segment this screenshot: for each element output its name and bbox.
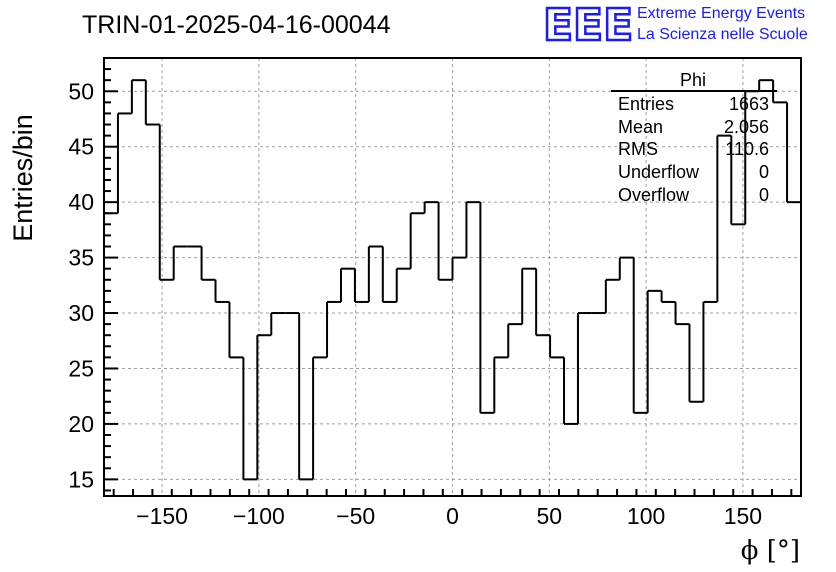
logo-line-1: Extreme Energy Events xyxy=(637,5,805,22)
chart-title: TRIN-01-2025-04-16-00044 xyxy=(82,11,391,39)
axis-ticks xyxy=(104,68,793,496)
y-axis-label: Entries/bin xyxy=(8,114,38,242)
logo-line-2: La Scienza nelle Scuole xyxy=(637,26,808,43)
x-tick-label: 100 xyxy=(627,503,665,529)
grid xyxy=(104,58,801,496)
stats-value-overflow: 0 xyxy=(759,185,769,205)
stats-label-underflow: Underflow xyxy=(618,162,700,182)
x-tick-label: 150 xyxy=(724,503,762,529)
plot-frame xyxy=(103,57,802,497)
eee-logo: EEE Extreme Energy Events La Scienza nel… xyxy=(542,0,808,52)
x-tick-label: 0 xyxy=(446,503,459,529)
y-tick-label: 15 xyxy=(68,466,94,492)
y-tick-label: 30 xyxy=(68,300,94,326)
x-tick-label: −100 xyxy=(233,503,285,529)
y-tick-label: 50 xyxy=(68,78,94,104)
stats-title: Phi xyxy=(680,70,706,90)
axis-tick-labels: −150 −100 −50 0 50 100 150 15 20 25 30 35 40 45 50 xyxy=(68,78,762,529)
x-tick-label: −150 xyxy=(136,503,188,529)
stats-label-rms: RMS xyxy=(618,139,658,159)
x-tick-label: 50 xyxy=(537,503,563,529)
y-tick-label: 40 xyxy=(68,189,94,215)
y-tick-label: 35 xyxy=(68,245,94,271)
x-tick-label: −50 xyxy=(336,503,375,529)
y-tick-label: 25 xyxy=(68,355,94,381)
stats-value-mean: 2.056 xyxy=(724,117,769,137)
stats-value-underflow: 0 xyxy=(759,162,769,182)
stats-box: Phi Entries 1663 Mean 2.056 RMS 110.6 Un… xyxy=(611,70,777,205)
stats-label-entries: Entries xyxy=(618,94,674,114)
stats-value-entries: 1663 xyxy=(729,94,769,114)
y-tick-label: 45 xyxy=(68,134,94,160)
x-axis-label: ϕ [°] xyxy=(741,536,800,566)
stats-label-mean: Mean xyxy=(618,117,663,137)
stats-value-rms: 110.6 xyxy=(725,139,769,159)
y-tick-label: 20 xyxy=(68,411,94,437)
logo-mark: EEE xyxy=(543,0,633,51)
stats-label-overflow: Overflow xyxy=(618,185,690,205)
